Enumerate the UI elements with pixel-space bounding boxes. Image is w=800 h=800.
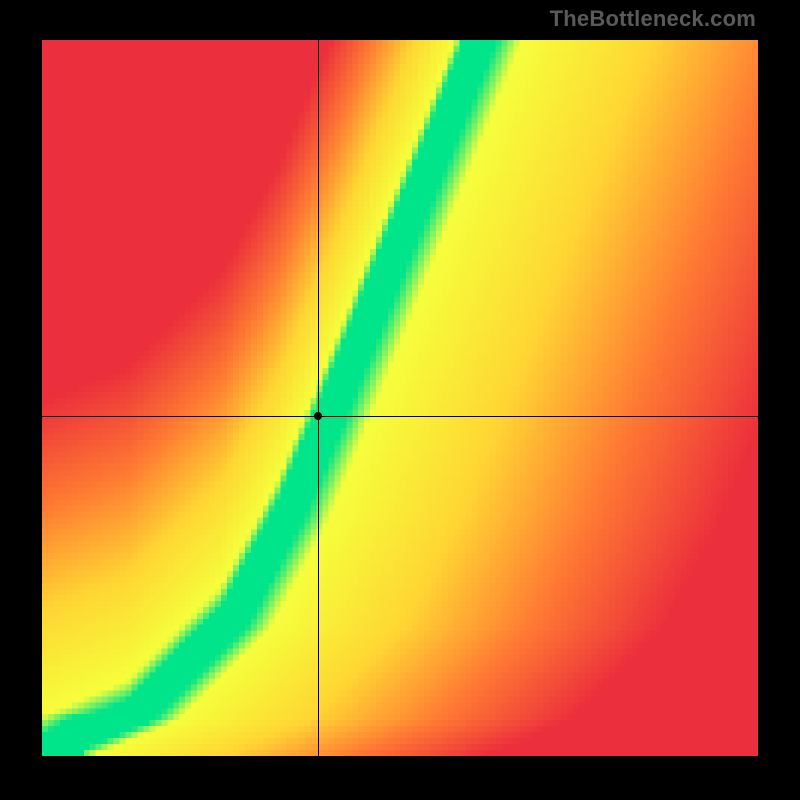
watermark-label: TheBottleneck.com <box>550 6 756 32</box>
heatmap-plot <box>42 40 758 756</box>
heatmap-canvas <box>42 40 758 756</box>
